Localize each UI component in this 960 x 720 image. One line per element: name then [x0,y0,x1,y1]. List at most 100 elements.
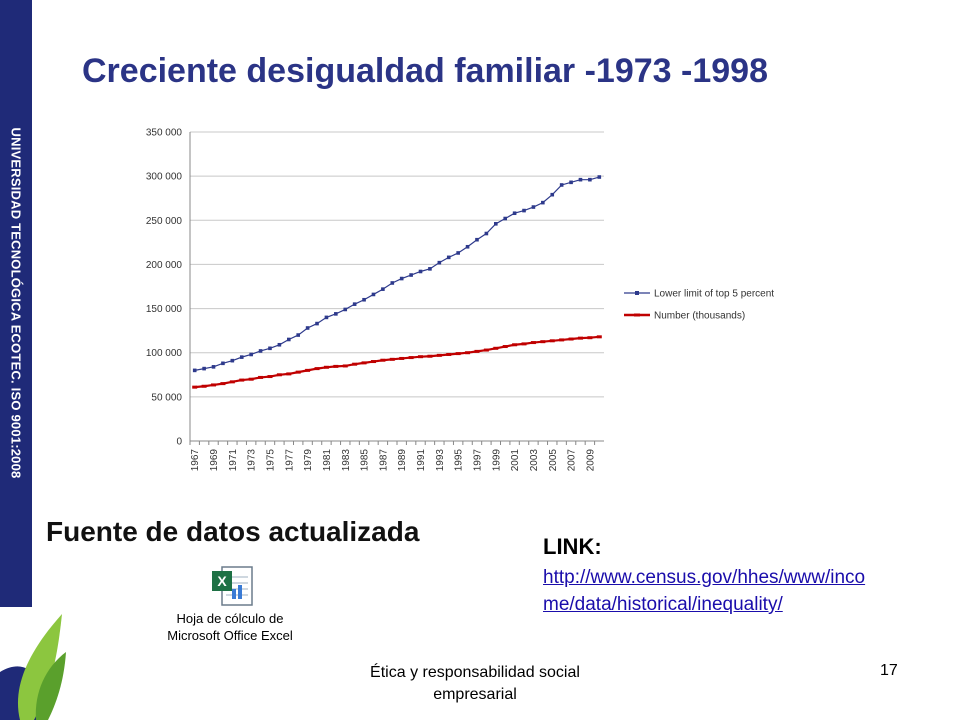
data-point [314,367,320,371]
data-point [428,267,432,271]
x-tick-label: 1981 [322,449,333,472]
data-point [268,346,272,351]
data-point [596,335,602,339]
data-point [202,366,206,371]
data-point [239,355,244,359]
x-tick-label: 1979 [303,449,314,472]
data-point [399,276,404,281]
data-point [493,222,498,226]
data-point [446,255,451,260]
data-point [521,342,527,346]
data-point [502,345,508,349]
data-point [484,231,489,236]
data-point [267,375,273,379]
data-point [295,370,301,374]
data-point [315,321,319,326]
x-tick-label: 1977 [284,449,295,472]
data-source-heading: Fuente de datos actualizada [46,516,420,547]
data-point [248,377,254,381]
data-point [333,364,339,368]
data-point [221,361,225,366]
data-point [342,364,348,368]
data-point [568,337,574,341]
data-point [465,351,471,355]
data-point [512,343,518,347]
data-point [559,338,565,342]
data-point [258,349,263,353]
data-point [577,336,583,340]
data-point [587,336,593,340]
census-link-line2[interactable]: me/data/historical/inequality/ [543,594,783,615]
data-point [512,211,517,216]
y-tick-label: 150 000 [146,304,183,315]
data-point [550,192,555,197]
embedded-file-caption[interactable]: Hoja de cólculo de Microsoft Office Exce… [160,610,300,644]
data-point [305,368,311,372]
data-point [446,352,452,356]
data-point [531,205,536,209]
data-point [192,368,197,373]
data-point [597,175,602,179]
data-point [474,349,480,353]
y-tick-label: 250 000 [146,216,183,227]
data-point [541,200,545,205]
data-point [483,348,489,352]
data-point [258,375,264,379]
data-point [380,358,386,362]
census-link[interactable]: http://www.census.gov/hhes/www/inco me/d… [543,564,955,618]
data-point [503,216,508,221]
data-point [229,380,235,384]
ecotec-leaf-logo-icon [0,614,66,720]
footer-course-name: Ética y responsabilidad social empresari… [370,664,580,703]
data-point [305,326,310,330]
data-point [343,307,348,312]
data-point [522,208,526,213]
series-line [194,335,600,389]
data-point [569,180,573,185]
data-point [409,273,413,277]
y-tick-label: 0 [176,437,182,448]
data-point [277,342,282,347]
data-point [230,358,235,363]
legend-label: Lower limit of top 5 percent [654,289,774,300]
data-point [249,352,253,357]
y-tick-label: 300 000 [146,172,183,183]
x-tick-label: 1969 [209,449,220,472]
data-point [390,281,395,285]
data-point [323,365,329,369]
x-tick-label: 1995 [454,449,465,472]
data-point [371,292,376,297]
data-point [324,315,329,320]
x-tick-label: 1971 [228,449,239,472]
data-point [475,237,479,242]
data-point [381,287,385,291]
svg-text:X: X [217,573,227,589]
x-tick-label: 1999 [491,449,502,472]
data-point [296,333,301,337]
census-link-line1[interactable]: http://www.census.gov/hhes/www/inco [543,567,866,588]
data-point [211,383,217,387]
data-point [540,340,546,344]
x-tick-label: 2001 [510,449,521,472]
x-tick-label: 2007 [567,449,578,472]
y-tick-label: 100 000 [146,348,183,359]
embedded-file-caption-line1: Hoja de cólculo de [176,611,284,626]
legend-marker [634,313,640,317]
x-tick-label: 1987 [378,449,389,472]
data-point [352,302,357,306]
data-point [455,352,461,356]
data-point [286,337,291,342]
x-tick-label: 1989 [397,449,408,472]
data-point [211,365,216,369]
data-point [418,269,423,274]
data-point [201,384,207,388]
data-point [334,312,338,316]
data-point [437,260,442,265]
legend-label: Number (thousands) [654,311,745,322]
slide-title: Creciente desigualdad familiar -1973 -19… [82,52,768,90]
excel-spreadsheet-icon[interactable]: X [210,565,254,607]
data-point [418,355,424,359]
x-tick-label: 1991 [416,449,427,472]
y-tick-label: 200 000 [146,260,183,271]
